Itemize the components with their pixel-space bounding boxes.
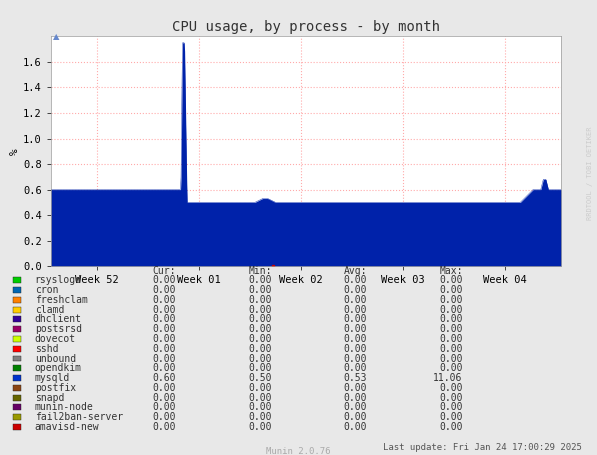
Text: 0.00: 0.00 [153, 363, 176, 373]
Text: 0.00: 0.00 [439, 314, 463, 324]
Text: 0.00: 0.00 [153, 412, 176, 422]
Text: 0.00: 0.00 [344, 334, 367, 344]
Text: mysqld: mysqld [35, 373, 70, 383]
Text: 0.00: 0.00 [153, 344, 176, 354]
Text: 0.00: 0.00 [248, 314, 272, 324]
Text: 0.00: 0.00 [153, 304, 176, 314]
Y-axis label: %: % [10, 148, 20, 155]
Text: 0.00: 0.00 [344, 422, 367, 432]
Text: 0.00: 0.00 [439, 334, 463, 344]
Text: 0.00: 0.00 [439, 393, 463, 403]
Text: 0.00: 0.00 [153, 383, 176, 393]
Text: 0.00: 0.00 [248, 295, 272, 305]
Text: Avg:: Avg: [344, 266, 367, 276]
Text: 0.00: 0.00 [153, 275, 176, 285]
Text: 0.00: 0.00 [344, 393, 367, 403]
Text: dovecot: dovecot [35, 334, 76, 344]
Text: 0.00: 0.00 [344, 304, 367, 314]
Text: 0.00: 0.00 [153, 285, 176, 295]
Text: 0.00: 0.00 [344, 295, 367, 305]
Text: cron: cron [35, 285, 58, 295]
Text: 0.00: 0.00 [439, 422, 463, 432]
Text: Munin 2.0.76: Munin 2.0.76 [266, 447, 331, 455]
Text: 0.00: 0.00 [344, 383, 367, 393]
Text: 0.00: 0.00 [439, 324, 463, 334]
Text: 0.00: 0.00 [439, 285, 463, 295]
Text: 11.06: 11.06 [433, 373, 463, 383]
Text: munin-node: munin-node [35, 402, 93, 412]
Text: 0.00: 0.00 [153, 314, 176, 324]
Text: opendkim: opendkim [35, 363, 82, 373]
Text: Last update: Fri Jan 24 17:00:29 2025: Last update: Fri Jan 24 17:00:29 2025 [383, 443, 582, 451]
Text: 0.00: 0.00 [153, 295, 176, 305]
Text: 0.00: 0.00 [248, 363, 272, 373]
Text: 0.00: 0.00 [344, 354, 367, 364]
Text: 0.00: 0.00 [153, 393, 176, 403]
Text: 0.00: 0.00 [248, 354, 272, 364]
Text: 0.00: 0.00 [439, 275, 463, 285]
Text: 0.00: 0.00 [439, 304, 463, 314]
Text: sshd: sshd [35, 344, 58, 354]
Text: 0.50: 0.50 [248, 373, 272, 383]
Text: Max:: Max: [439, 266, 463, 276]
Text: postsrsd: postsrsd [35, 324, 82, 334]
Text: 0.00: 0.00 [153, 324, 176, 334]
Text: fail2ban-server: fail2ban-server [35, 412, 123, 422]
Text: 0.00: 0.00 [248, 422, 272, 432]
Text: amavisd-new: amavisd-new [35, 422, 99, 432]
Text: 0.00: 0.00 [248, 324, 272, 334]
Text: 0.00: 0.00 [153, 402, 176, 412]
Text: 0.53: 0.53 [344, 373, 367, 383]
Text: 0.00: 0.00 [248, 344, 272, 354]
Text: clamd: clamd [35, 304, 64, 314]
Text: 0.00: 0.00 [344, 314, 367, 324]
Text: 0.00: 0.00 [344, 412, 367, 422]
Title: CPU usage, by process - by month: CPU usage, by process - by month [172, 20, 440, 34]
Text: 0.00: 0.00 [439, 354, 463, 364]
Text: dhclient: dhclient [35, 314, 82, 324]
Text: 0.00: 0.00 [344, 344, 367, 354]
Text: 0.00: 0.00 [344, 285, 367, 295]
Text: 0.00: 0.00 [344, 363, 367, 373]
Text: unbound: unbound [35, 354, 76, 364]
Text: ▲: ▲ [53, 32, 60, 41]
Text: 0.00: 0.00 [153, 354, 176, 364]
Text: freshclam: freshclam [35, 295, 88, 305]
Text: 0.00: 0.00 [439, 363, 463, 373]
Text: 0.60: 0.60 [153, 373, 176, 383]
Text: 0.00: 0.00 [439, 402, 463, 412]
Text: rsyslogd: rsyslogd [35, 275, 82, 285]
Text: 0.00: 0.00 [153, 334, 176, 344]
Text: 0.00: 0.00 [248, 304, 272, 314]
Text: 0.00: 0.00 [248, 402, 272, 412]
Text: postfix: postfix [35, 383, 76, 393]
Text: 0.00: 0.00 [344, 324, 367, 334]
Text: Cur:: Cur: [153, 266, 176, 276]
Text: 0.00: 0.00 [248, 285, 272, 295]
Text: 0.00: 0.00 [439, 344, 463, 354]
Text: 0.00: 0.00 [439, 412, 463, 422]
Text: 0.00: 0.00 [248, 334, 272, 344]
Text: 0.00: 0.00 [344, 275, 367, 285]
Text: 0.00: 0.00 [153, 422, 176, 432]
Text: 0.00: 0.00 [248, 412, 272, 422]
Text: 0.00: 0.00 [248, 275, 272, 285]
Text: snapd: snapd [35, 393, 64, 403]
Text: Min:: Min: [248, 266, 272, 276]
Text: RRDTOOL / TOBI OETIKER: RRDTOOL / TOBI OETIKER [587, 126, 593, 220]
Text: 0.00: 0.00 [439, 383, 463, 393]
Text: 0.00: 0.00 [439, 295, 463, 305]
Text: 0.00: 0.00 [248, 383, 272, 393]
Text: 0.00: 0.00 [248, 393, 272, 403]
Text: 0.00: 0.00 [344, 402, 367, 412]
